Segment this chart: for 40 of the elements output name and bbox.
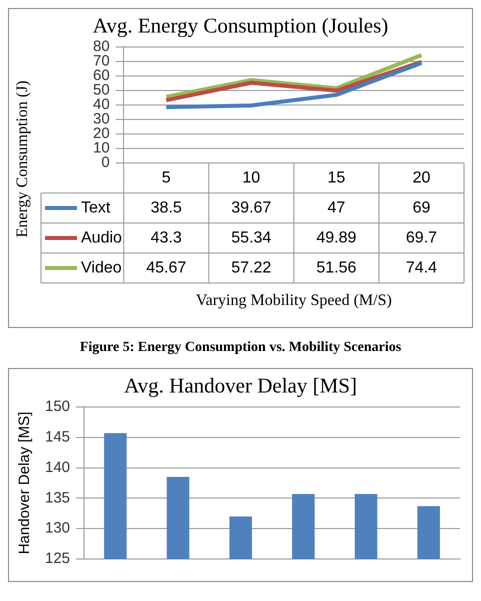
y-tick-label: 125: [44, 550, 70, 568]
data-label: 74.4: [406, 259, 438, 276]
data-label: 57.22: [231, 259, 272, 276]
y-tick-label: 60: [92, 67, 110, 84]
chart-title: Avg. Energy Consumption (Joules): [92, 14, 388, 38]
data-label: 55.34: [231, 229, 272, 246]
y-tick-label: 80: [92, 38, 110, 56]
x-tick-label: 20: [412, 169, 430, 186]
y-tick-label: 0: [101, 154, 110, 172]
caption: Figure 5: Energy Consumption vs. Mobility Scenarios: [78, 340, 402, 356]
chart-title: Avg. Handover Delay [MS]: [124, 374, 357, 398]
legend-label: Audio: [81, 229, 122, 246]
y-tick-label: 50: [92, 82, 110, 99]
y-tick-label: 150: [44, 398, 70, 416]
y-axis-title: Handover Delay [MS]: [16, 412, 34, 554]
y-tick-label: 140: [44, 458, 70, 476]
y-tick-label: 145: [44, 428, 70, 446]
data-label: 45.67: [146, 259, 186, 276]
legend-label: Text: [81, 199, 111, 216]
x-tick-label: 15: [327, 169, 346, 186]
y-tick-label: 130: [44, 520, 70, 537]
data-label: 43.3: [150, 229, 182, 246]
data-label: 38.5: [150, 199, 182, 216]
x-tick-label: 5: [162, 169, 171, 186]
data-label: 39.67: [231, 199, 272, 216]
data-label: 49.89: [316, 229, 356, 246]
y-tick-label: 70: [92, 52, 110, 70]
y-axis-title: Energy Consumption (J): [14, 80, 32, 238]
data-label: 51.56: [316, 259, 356, 276]
x-tick-label: 10: [242, 169, 260, 186]
y-tick-label: 40: [92, 96, 110, 114]
y-tick-label: 10: [92, 140, 110, 157]
y-tick-label: 20: [92, 125, 110, 142]
data-label: 69.7: [406, 229, 438, 246]
y-tick-label: 30: [92, 110, 110, 128]
data-label: 47: [327, 199, 346, 216]
legend-label: Video: [81, 259, 122, 276]
y-tick-label: 135: [44, 489, 70, 506]
x-axis-title: Varying Mobility Speed (M/S): [196, 292, 392, 310]
data-label: 69: [412, 199, 430, 216]
